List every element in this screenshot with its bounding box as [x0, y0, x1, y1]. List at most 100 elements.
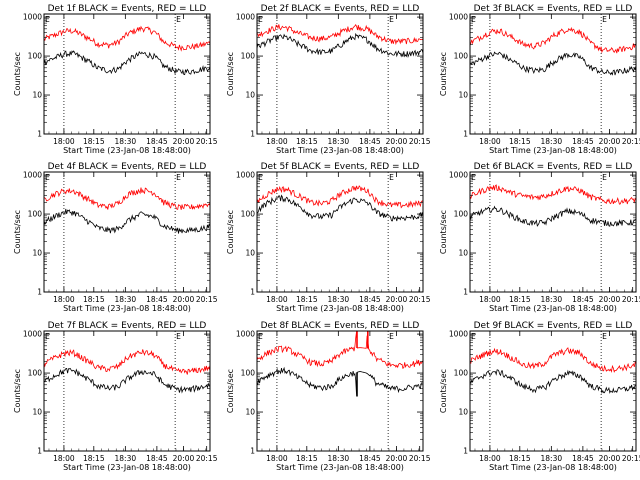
- x-tick-label: 18:30: [541, 137, 563, 146]
- x-tick-label: 18:30: [115, 454, 137, 463]
- y-tick-label: 1000: [23, 330, 42, 339]
- x-tick-label: 18:00: [53, 137, 75, 146]
- x-tick-label: 20:15: [409, 454, 431, 463]
- marker-e: E: [258, 15, 263, 24]
- x-tick-label: 18:15: [83, 454, 105, 463]
- plot-frame: [469, 13, 637, 135]
- x-tick-label: 20:00: [599, 137, 621, 146]
- series-events: [256, 366, 424, 397]
- x-tick-label: 20:00: [173, 295, 195, 304]
- y-tick-label: 1000: [23, 171, 42, 180]
- marker-e: E: [45, 15, 50, 24]
- y-tick-label: 1: [250, 288, 255, 297]
- x-tick-label: 18:30: [541, 295, 563, 304]
- x-tick-label: 18:15: [509, 454, 531, 463]
- y-tick-label: 100: [454, 210, 469, 219]
- x-tick-label: 20:00: [386, 295, 408, 304]
- x-tick-label: 20:15: [196, 454, 218, 463]
- y-tick-label: 1: [463, 130, 468, 139]
- x-tick-label: 18:45: [146, 137, 168, 146]
- series-events: [43, 50, 211, 76]
- x-tick-label: 18:30: [115, 295, 137, 304]
- marker-e: E: [389, 173, 394, 182]
- series-lld: [256, 185, 424, 209]
- x-tick-label: 18:15: [83, 295, 105, 304]
- x-tick-label: 20:00: [599, 454, 621, 463]
- plot-frame: [43, 13, 211, 135]
- series-lld: [256, 24, 424, 46]
- y-axis-label: Counts/sec: [439, 210, 448, 254]
- y-tick-label: 10: [458, 91, 468, 100]
- panel-title: Det 5f BLACK = Events, RED = LLD: [261, 162, 420, 172]
- x-tick-label: 20:15: [409, 137, 431, 146]
- y-axis-label: Counts/sec: [226, 369, 235, 413]
- y-tick-label: 100: [241, 369, 256, 378]
- y-axis-label: Counts/sec: [13, 369, 22, 413]
- x-tick-label: 18:00: [479, 137, 501, 146]
- y-tick-label: 1000: [236, 13, 255, 22]
- x-tick-label: 18:45: [359, 137, 381, 146]
- x-tick-label: 20:00: [173, 137, 195, 146]
- y-axis-label: Counts/sec: [13, 52, 22, 96]
- x-tick-label: 20:15: [409, 295, 431, 304]
- panel-title: Det 7f BLACK = Events, RED = LLD: [48, 321, 207, 331]
- y-tick-label: 1000: [449, 330, 468, 339]
- y-tick-label: 10: [458, 408, 468, 417]
- marker-e: E: [45, 332, 50, 341]
- x-tick-label: 18:00: [479, 454, 501, 463]
- x-axis-label: Start Time (23-Jan-08 18:48:00): [276, 463, 404, 472]
- series-events: [256, 32, 424, 58]
- series-lld: [469, 347, 637, 374]
- plot-frame: [43, 171, 211, 293]
- y-axis-label: Counts/sec: [226, 52, 235, 96]
- x-tick-label: 20:00: [599, 295, 621, 304]
- x-tick-label: 18:00: [53, 454, 75, 463]
- y-tick-label: 100: [28, 210, 43, 219]
- x-tick-label: 20:00: [386, 454, 408, 463]
- y-tick-label: 1: [463, 288, 468, 297]
- plot-frame: [256, 13, 424, 135]
- series-events: [43, 367, 211, 394]
- y-tick-label: 100: [454, 52, 469, 61]
- panel-title: Det 3f BLACK = Events, RED = LLD: [474, 4, 633, 14]
- x-axis-label: Start Time (23-Jan-08 18:48:00): [63, 463, 191, 472]
- x-tick-label: 18:30: [328, 137, 350, 146]
- panel-title: Det 6f BLACK = Events, RED = LLD: [474, 162, 633, 172]
- y-tick-label: 1000: [449, 13, 468, 22]
- x-tick-label: 18:45: [146, 454, 168, 463]
- y-tick-label: 1: [250, 130, 255, 139]
- y-tick-label: 1: [37, 130, 42, 139]
- x-axis-label: Start Time (23-Jan-08 18:48:00): [63, 304, 191, 313]
- x-tick-label: 18:15: [83, 137, 105, 146]
- y-tick-label: 100: [28, 369, 43, 378]
- series-lld: [256, 330, 424, 370]
- marker-e: E: [602, 15, 607, 24]
- y-tick-label: 1000: [236, 171, 255, 180]
- x-tick-label: 20:15: [622, 454, 640, 463]
- y-tick-label: 1: [463, 447, 468, 456]
- x-tick-label: 18:45: [146, 295, 168, 304]
- x-tick-label: 20:15: [196, 137, 218, 146]
- x-axis-label: Start Time (23-Jan-08 18:48:00): [276, 304, 404, 313]
- x-tick-label: 18:30: [115, 137, 137, 146]
- marker-e: E: [258, 173, 263, 182]
- y-tick-label: 1: [37, 288, 42, 297]
- y-axis-label: Counts/sec: [226, 210, 235, 254]
- x-tick-label: 18:00: [266, 454, 288, 463]
- x-tick-label: 18:45: [359, 295, 381, 304]
- x-tick-label: 18:30: [328, 295, 350, 304]
- series-lld: [43, 187, 211, 210]
- x-axis-label: Start Time (23-Jan-08 18:48:00): [63, 146, 191, 155]
- x-tick-label: 18:30: [541, 454, 563, 463]
- y-tick-label: 100: [241, 210, 256, 219]
- y-tick-label: 10: [245, 91, 255, 100]
- x-tick-label: 20:00: [386, 137, 408, 146]
- marker-e: E: [258, 332, 263, 341]
- panel-title: Det 2f BLACK = Events, RED = LLD: [261, 4, 420, 14]
- x-axis-label: Start Time (23-Jan-08 18:48:00): [276, 146, 404, 155]
